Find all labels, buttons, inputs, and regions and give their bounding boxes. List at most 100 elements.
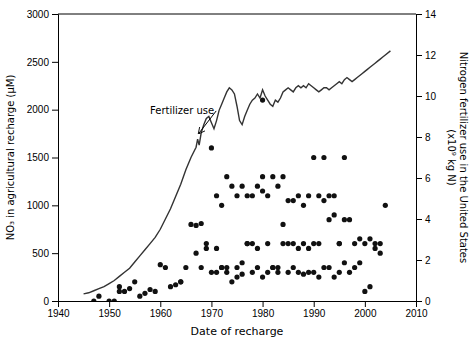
point [199,265,204,270]
tick-label: 4 [425,214,431,225]
tick-label: 1970 [201,308,224,319]
point [306,246,311,251]
point [245,241,250,246]
tick: 12 [416,50,437,61]
tick: 3000 [27,9,58,20]
point [383,203,388,208]
point [260,274,265,279]
point [301,272,306,277]
point [107,298,112,301]
point [357,260,362,265]
tick-mark [314,301,315,307]
point [321,265,326,270]
point [270,265,275,270]
point [199,221,204,226]
point [275,270,280,275]
tick: 1940 [47,301,70,319]
point [245,193,250,198]
point [214,270,219,275]
tick-label: 1980 [252,308,275,319]
tick: 2 [416,255,431,266]
tick-label: 1950 [99,308,122,319]
chart: 1940195019601970198019902000201005001000… [0,0,474,341]
point [311,155,316,160]
point [209,145,214,150]
point [214,193,219,198]
point [362,241,367,246]
point [183,265,188,270]
point [255,184,260,189]
point [342,217,347,222]
point [352,265,357,270]
point [296,246,301,251]
annotation: Fertilizer use [150,105,214,116]
point [188,222,193,227]
point [122,289,127,294]
tick-mark [52,110,58,111]
point [255,265,260,270]
tick-mark [52,253,58,254]
point [337,270,342,275]
tick: 1950 [99,301,122,319]
annotation-arrow [199,111,217,134]
point [342,260,347,265]
tick: 500 [32,248,58,259]
point [378,241,383,246]
point [255,246,260,251]
tick: 2000 [354,301,377,319]
tick: 1970 [201,301,224,319]
point [173,282,178,287]
y-axis: 050010001500200025003000 [27,9,59,307]
point [96,294,101,299]
series-points [91,98,388,302]
point [142,291,147,296]
point [342,155,347,160]
tick: 6 [416,173,431,184]
point [117,289,122,294]
point [260,98,265,103]
tick: 2500 [27,57,58,68]
point [250,241,255,246]
point [158,262,163,267]
point [280,222,285,227]
point [229,279,234,284]
point [326,217,331,222]
point [224,270,229,275]
point [245,241,250,246]
point [234,193,239,198]
tick-mark [52,301,58,302]
y-axis-title: NO₃ in agricultural recharge (μM) [5,75,16,241]
point [275,265,280,270]
point [372,241,377,246]
tick-label: 2000 [354,308,377,319]
tick: 1980 [252,301,275,319]
tick-mark [416,96,422,97]
point [234,265,239,270]
point [214,246,219,251]
tick-mark [416,55,422,56]
point [321,155,326,160]
point [332,193,337,198]
y2-axis-title-line: (x10⁹ kg N) [446,129,457,186]
series-line [84,51,391,294]
tick-label: 1990 [303,308,326,319]
tick: 8 [416,132,431,143]
point [337,241,342,246]
tick-label: 1000 [27,200,50,211]
point [296,270,301,275]
point [286,270,291,275]
point [240,272,245,277]
point [234,274,239,279]
tick-label: 6 [425,173,431,184]
point [362,289,367,294]
point [240,260,245,265]
point [240,184,245,189]
point [178,279,183,284]
tick: 0 [43,296,58,307]
axis-line [59,302,417,308]
tick-label: 10 [425,91,437,102]
point [326,193,331,198]
point [301,241,306,246]
point [306,270,311,275]
tick: 10 [416,91,437,102]
